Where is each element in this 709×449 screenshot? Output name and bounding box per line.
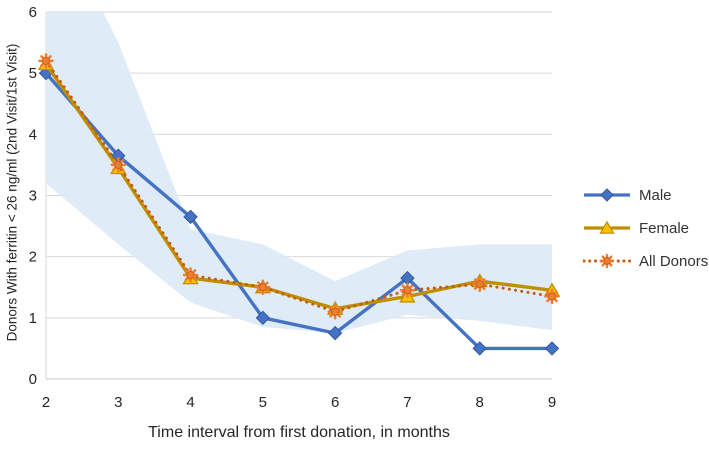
legend-item-female: Female: [583, 217, 708, 239]
x-tick-label: 2: [42, 394, 50, 411]
legend-label: Male: [639, 186, 672, 204]
y-tick-label: 2: [29, 249, 37, 266]
y-tick-label: 0: [29, 371, 37, 388]
y-tick-label: 6: [29, 4, 37, 21]
x-tick-label: 7: [403, 394, 411, 411]
legend-all-donors-marker-icon: [583, 253, 631, 269]
y-tick-label: 4: [29, 126, 37, 143]
legend-item-all-donors: All Donors: [583, 250, 708, 272]
x-axis-title: Time interval from first donation, in mo…: [148, 424, 450, 441]
x-tick-label: 5: [259, 394, 267, 411]
legend-male-marker-icon: [584, 188, 630, 202]
legend-label: All Donors: [639, 252, 709, 270]
y-tick-label: 5: [29, 65, 37, 82]
legend-label: Female: [639, 219, 690, 237]
series-line: [44, 63, 553, 311]
y-axis-title: Donors With ferritin < 26 ng/ml (2nd Vis…: [4, 43, 20, 342]
x-tick-label: 3: [114, 394, 122, 411]
x-tick-label: 9: [548, 394, 556, 411]
legend-female-marker-icon: [584, 220, 630, 234]
x-tick-label: 6: [331, 394, 339, 411]
y-tick-label: 1: [29, 310, 37, 327]
legend-item-male: Male: [583, 184, 708, 206]
x-tick-label: 4: [186, 394, 194, 411]
series-line: [44, 72, 552, 351]
x-tick-label: 8: [476, 394, 484, 411]
series-male: [38, 65, 560, 356]
series-all-donors: [38, 53, 560, 320]
tick-labels: 0 1 2 3 4 5 6 2 3 4 5 6 7 8 9: [29, 4, 557, 411]
all-donors-markers: [38, 53, 560, 320]
y-tick-label: 3: [29, 188, 37, 205]
legend: Male Female All Donors: [583, 184, 708, 283]
